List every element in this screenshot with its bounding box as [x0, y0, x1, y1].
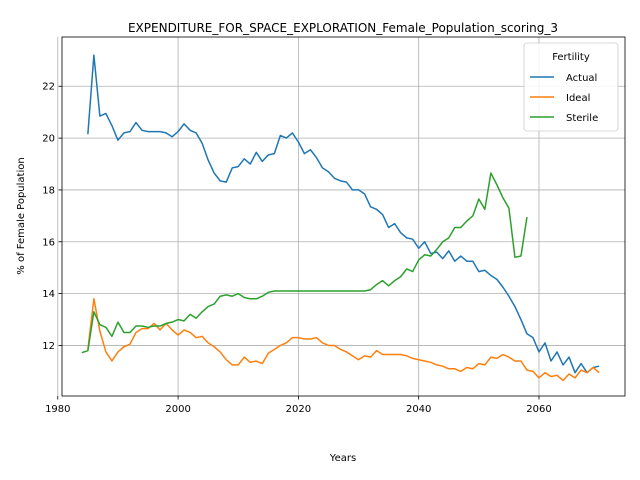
legend-box	[523, 42, 619, 132]
y-tick-label: 18	[42, 185, 55, 196]
legend-items: Actual Ideal Sterile	[530, 73, 598, 124]
x-tick-label: 2040	[406, 404, 431, 415]
x-tick-label: 2060	[526, 404, 551, 415]
y-tick-label: 22	[42, 82, 55, 93]
x-axis-label: Years	[329, 453, 356, 464]
series-lines	[81, 54, 600, 382]
y-axis-label: % of Female Population	[16, 157, 27, 274]
x-tick-label: 1980	[45, 404, 70, 415]
x-tick-label: 2020	[286, 404, 311, 415]
series-line-sterile	[81, 172, 528, 354]
legend-label-sterile: Sterile	[566, 113, 598, 124]
series-line-ideal	[87, 298, 600, 382]
legend-label-actual: Actual	[566, 73, 597, 84]
axis-ticks: 1980 2000 2020 2040 2060 12 14 16 18 20 22	[42, 82, 551, 415]
y-tick-label: 14	[42, 289, 55, 300]
legend-title: Fertility	[552, 52, 590, 63]
x-tick-label: 2000	[165, 404, 190, 415]
legend: Fertility Actual Ideal Sterile	[523, 42, 619, 132]
y-tick-label: 12	[42, 341, 55, 352]
plot-frame	[61, 36, 626, 397]
y-tick-label: 16	[42, 237, 55, 248]
chart-title: EXPENDITURE_FOR_SPACE_EXPLORATION_Female…	[128, 21, 558, 35]
y-tick-label: 20	[42, 134, 55, 145]
series-line-actual	[87, 54, 600, 374]
legend-label-ideal: Ideal	[566, 93, 590, 104]
